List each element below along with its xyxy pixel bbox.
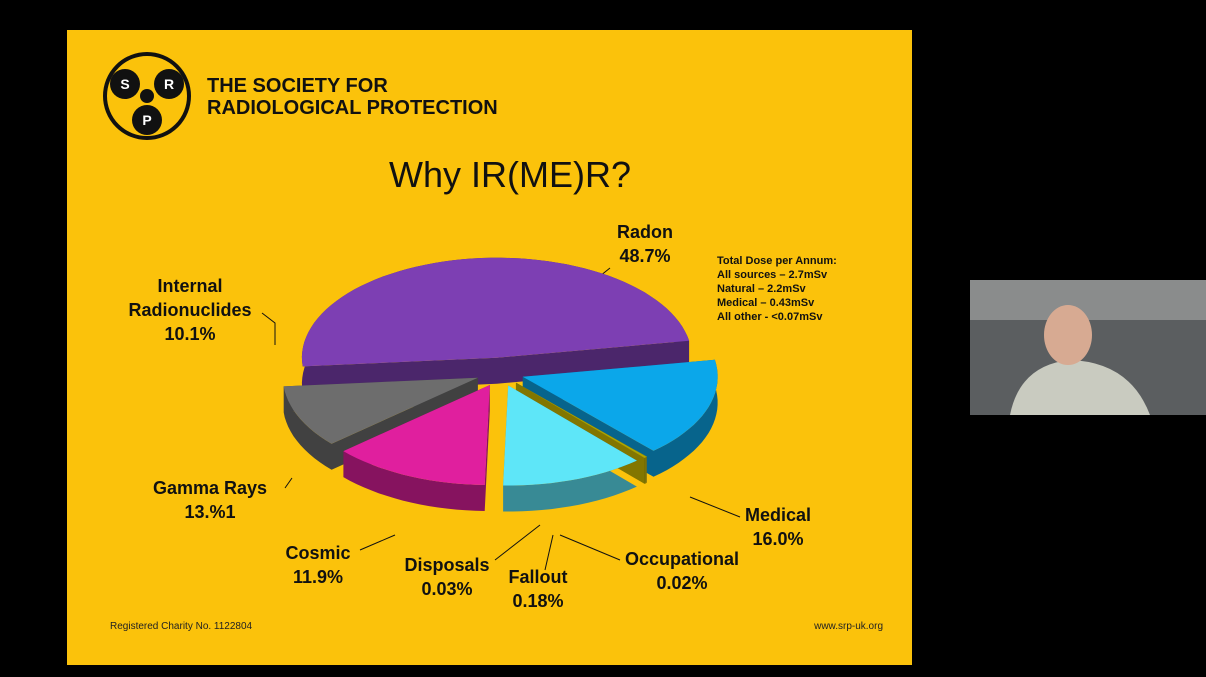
annotation: Natural – 2.2mSv — [717, 283, 807, 295]
leader-line — [359, 534, 396, 551]
logo-center — [140, 89, 154, 103]
chart-title: Why IR(ME)R? — [389, 154, 631, 195]
annotation: All sources – 2.7mSv — [717, 269, 828, 281]
webcam-ceiling — [970, 280, 1206, 320]
pie-slice — [522, 359, 718, 451]
slice-name: Fallout — [508, 567, 568, 587]
annotation: Medical – 0.43mSv — [717, 297, 815, 309]
webcam-person-head — [1044, 305, 1092, 365]
slice-name: Medical — [744, 505, 812, 525]
slice-value: 11.9% — [292, 567, 344, 587]
pie-slice — [515, 382, 645, 458]
leader-line — [261, 312, 276, 345]
pie-slice — [503, 385, 637, 486]
slice-value: 16.0% — [752, 529, 804, 549]
slice-value: 48.7% — [619, 246, 671, 266]
logo-letter: R — [164, 76, 174, 92]
leader-line — [689, 496, 741, 518]
annotation: All other - <0.07mSv — [717, 311, 823, 323]
pie — [283, 257, 718, 512]
slice-name: Radon — [617, 222, 673, 242]
webcam-person-body — [1010, 360, 1150, 415]
logo-blade — [154, 69, 184, 99]
slice-name: Cosmic — [285, 543, 351, 563]
logo: S R P — [103, 52, 191, 140]
logo-letter: P — [142, 112, 151, 128]
pie-slice — [283, 377, 478, 444]
slice-name: Gamma Rays — [152, 478, 268, 498]
leader-line — [544, 534, 554, 571]
logo-blade — [110, 69, 140, 99]
footer-left: Registered Charity No. 1122804 — [110, 621, 253, 632]
slice-value: 0.02% — [656, 573, 708, 593]
slice-name: Occupational — [624, 549, 740, 569]
org-name: RADIOLOGICAL PROTECTION — [207, 97, 498, 119]
slice-name: Disposals — [404, 555, 490, 575]
leader-line — [559, 534, 621, 561]
pie-slice — [516, 382, 647, 458]
pie-slice — [301, 257, 690, 367]
pie-slice — [516, 382, 647, 457]
logo-letter: S — [120, 76, 129, 92]
leader-line — [494, 524, 541, 561]
slice-value: 0.03% — [421, 579, 473, 599]
slice-name: Internal Radionuclides — [128, 276, 252, 320]
footer-right: www.srp-uk.org — [813, 621, 883, 632]
org-name: THE SOCIETY FOR — [207, 75, 388, 97]
annotation: Total Dose per Annum: — [717, 255, 837, 267]
slice-value: 13.%1 — [184, 502, 236, 522]
logo-blade — [132, 105, 162, 135]
slice-value: 0.18% — [512, 591, 564, 611]
pie-slice — [343, 385, 490, 485]
webcam — [970, 280, 1206, 415]
leader-line — [284, 477, 293, 489]
slice-value: 10.1% — [164, 324, 216, 344]
